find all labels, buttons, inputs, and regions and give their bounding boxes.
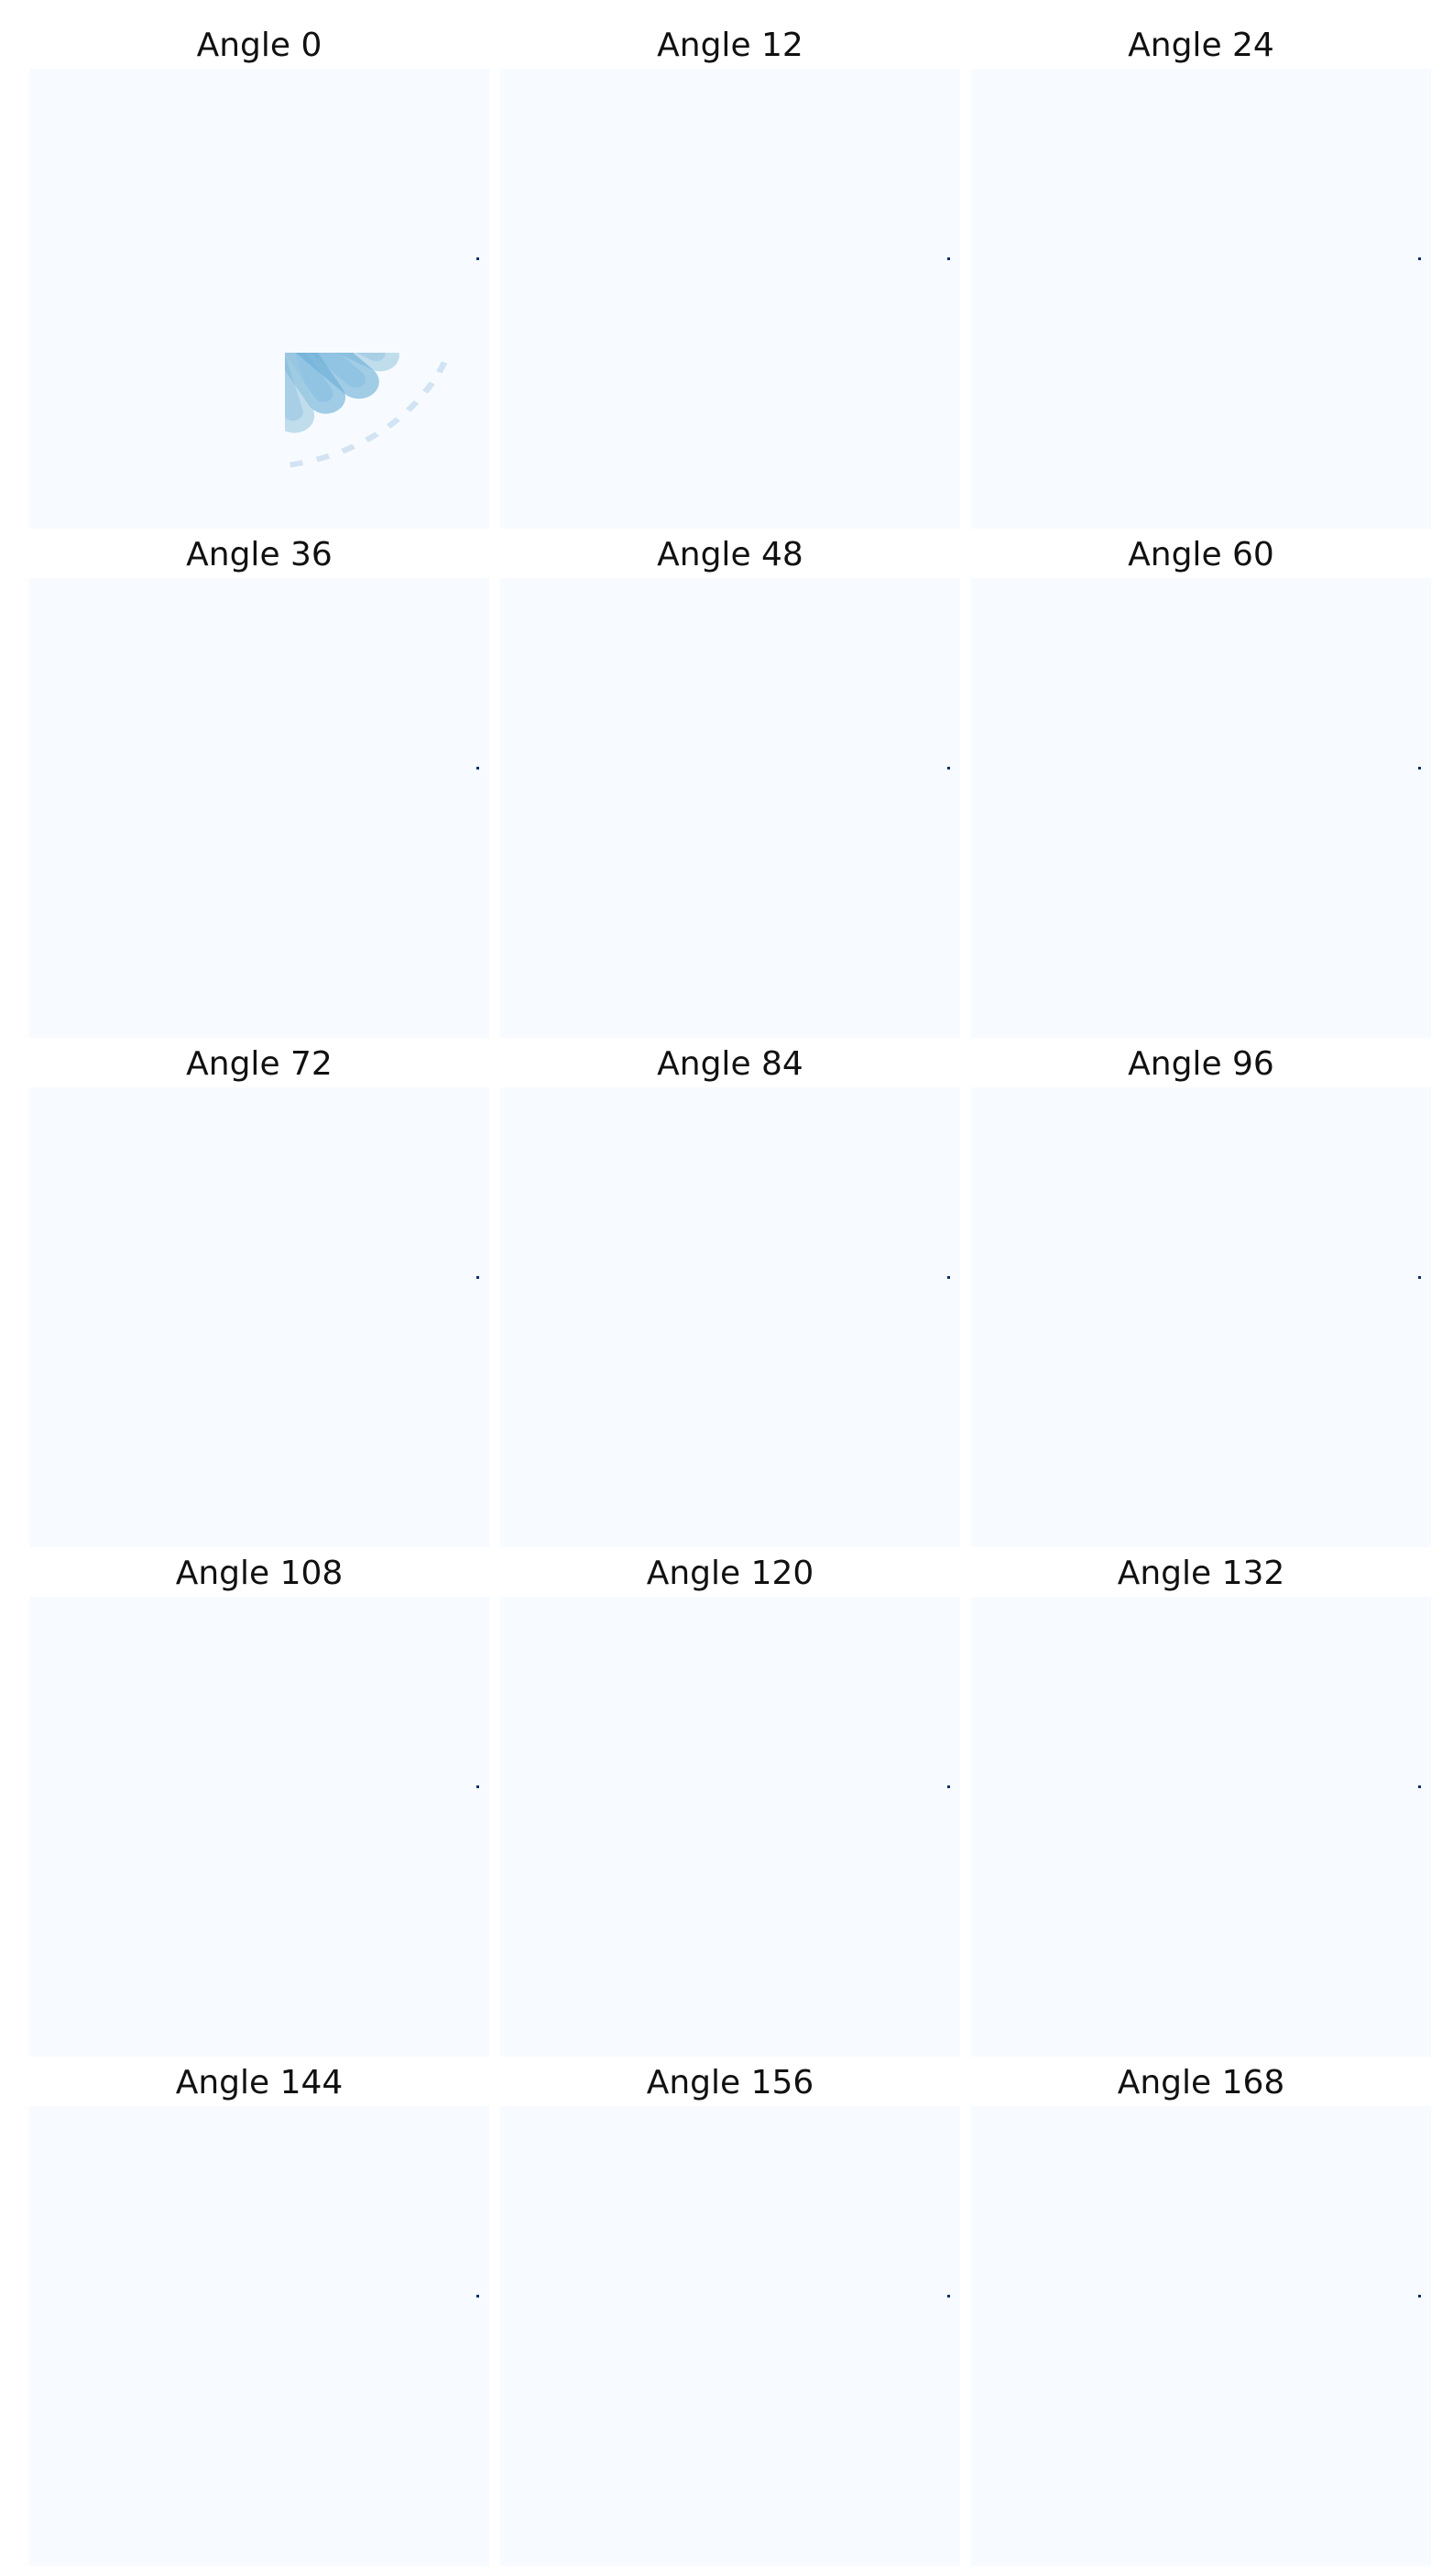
stray-pixel — [947, 257, 950, 260]
heatmap-background — [971, 578, 1431, 1038]
stray-pixel — [947, 767, 950, 770]
heatmap-background — [971, 2106, 1431, 2566]
heatmap-background — [500, 69, 960, 529]
heatmap-background — [971, 1597, 1431, 2057]
heatmap-panel: Angle 72 — [29, 1045, 489, 1547]
heatmap-background — [29, 69, 489, 529]
heatmap-panel: Angle 156 — [500, 2064, 960, 2566]
stray-pixel — [476, 257, 479, 260]
panel-title: Angle 12 — [657, 27, 803, 64]
stray-pixel — [1418, 767, 1421, 770]
panel-grid: Angle 0 Angle 12 Angle 24 Angle 36 Angle 48 A… — [29, 27, 1431, 2566]
heatmap-panel: Angle 144 — [29, 2064, 489, 2566]
panel-title: Angle 120 — [647, 1555, 814, 1592]
panel-title: Angle 48 — [657, 536, 803, 573]
panel-title: Angle 96 — [1128, 1045, 1274, 1083]
heatmap-background — [500, 578, 960, 1038]
stray-pixel — [947, 1785, 950, 1788]
stray-pixel — [476, 1276, 479, 1279]
panel-title: Angle 168 — [1118, 2064, 1285, 2101]
stray-pixel — [476, 1785, 479, 1788]
heatmap-background — [29, 1087, 489, 1547]
heatmap-panel: Angle 120 — [500, 1555, 960, 2057]
heatmap-background — [29, 2106, 489, 2566]
heatmap-panel: Angle 84 — [500, 1045, 960, 1547]
heatmap-background — [971, 1087, 1431, 1547]
stray-pixel — [1418, 1276, 1421, 1279]
heatmap-panel: Angle 60 — [971, 536, 1431, 1038]
heatmap-panel: Angle 108 — [29, 1555, 489, 2057]
panel-title: Angle 144 — [176, 2064, 344, 2101]
panel-title: Angle 132 — [1118, 1555, 1285, 1592]
heatmap-panel: Angle 24 — [971, 27, 1431, 529]
stray-pixel — [947, 2295, 950, 2298]
panel-title: Angle 0 — [197, 27, 322, 64]
panel-title: Angle 156 — [647, 2064, 814, 2101]
stray-pixel — [1418, 1785, 1421, 1788]
petal-group — [285, 353, 399, 433]
heatmap-panel: Angle 36 — [29, 536, 489, 1038]
petal — [285, 353, 346, 414]
heatmap-panel: Angle 12 — [500, 27, 960, 529]
panel-title: Angle 24 — [1128, 27, 1274, 64]
heatmap-background — [971, 69, 1431, 529]
panel-title: Angle 108 — [176, 1555, 344, 1592]
heatmap-background — [500, 1087, 960, 1547]
panel-title: Angle 60 — [1128, 536, 1274, 573]
heatmap-image — [285, 353, 453, 469]
panel-title: Angle 36 — [186, 536, 333, 573]
heatmap-panel: Angle 132 — [971, 1555, 1431, 2057]
petal — [285, 353, 379, 399]
panel-title: Angle 84 — [657, 1045, 803, 1083]
heatmap-panel: Angle 48 — [500, 536, 960, 1038]
heatmap-background — [29, 1597, 489, 2057]
stray-pixel — [476, 2295, 479, 2298]
heatmap-panel: Angle 168 — [971, 2064, 1431, 2566]
stray-pixel — [476, 767, 479, 770]
stray-pixel — [1418, 257, 1421, 260]
petal — [286, 353, 399, 372]
panel-title: Angle 72 — [186, 1045, 333, 1083]
petal — [285, 353, 315, 433]
heatmap-background — [29, 578, 489, 1038]
heatmap-background — [500, 1597, 960, 2057]
heatmap-panel: Angle 96 — [971, 1045, 1431, 1547]
heatmap-panel: Angle 0 — [29, 27, 489, 529]
stray-pixel — [1418, 2295, 1421, 2298]
heatmap-background — [500, 2106, 960, 2566]
stray-pixel — [947, 1276, 950, 1279]
